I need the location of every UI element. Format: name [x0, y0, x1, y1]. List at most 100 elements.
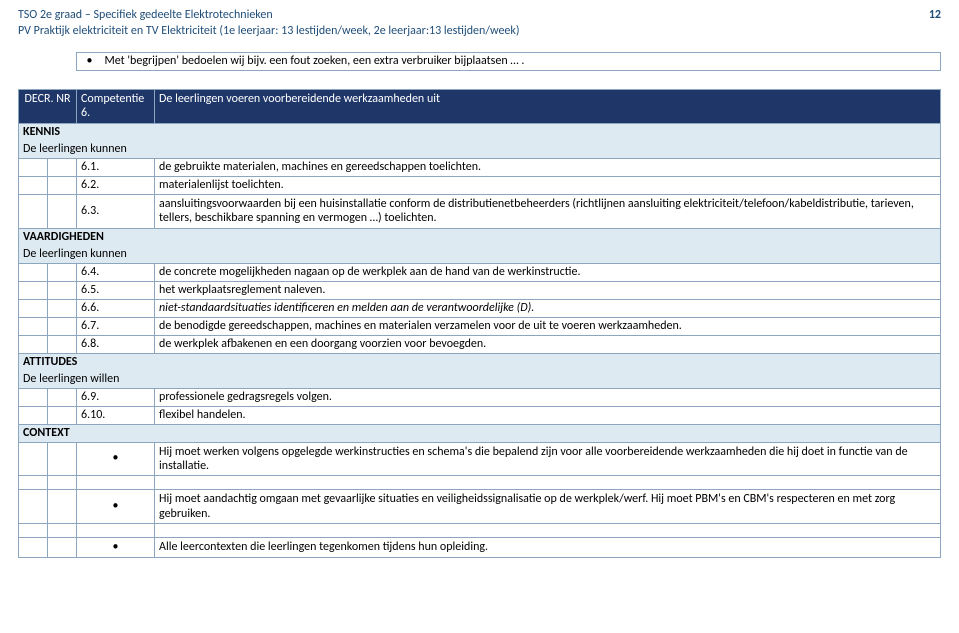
empty-cell — [77, 476, 155, 490]
row-num: 6.10. — [77, 406, 155, 424]
empty-cell — [48, 406, 77, 424]
empty-cell — [19, 158, 48, 176]
context-text: Alle leercontexten die leerlingen tegenk… — [155, 538, 941, 557]
empty-cell — [19, 335, 48, 353]
empty-cell — [19, 317, 48, 335]
top-note-table: Met 'begrijpen' bedoelen wij bijv. een f… — [18, 52, 941, 71]
vaardigheden-label: VAARDIGHEDEN — [23, 230, 104, 244]
header-title: TSO 2e graad – Specifiek gedeelte Elektr… — [18, 8, 273, 22]
empty-cell — [48, 538, 77, 557]
context-text: Hij moet werken volgens opgelegde werkin… — [155, 442, 941, 476]
vaardigheden-sub: De leerlingen kunnen — [19, 246, 941, 264]
table-row: 6.1. de gebruikte materialen, machines e… — [19, 158, 941, 176]
header-page-number: 12 — [929, 8, 941, 22]
empty-cell — [48, 263, 77, 281]
section-vaardigheden-sub: De leerlingen kunnen — [19, 246, 941, 264]
empty-cell — [48, 335, 77, 353]
context-text: Hij moet aandachtig omgaan met gevaarlij… — [155, 490, 941, 524]
empty-cell — [19, 194, 48, 228]
empty-cell — [47, 53, 76, 71]
kennis-sub: De leerlingen kunnen — [19, 141, 941, 159]
section-context-label: CONTEXT — [19, 424, 941, 442]
table-header-row: DECR. NR Competentie 6. De leerlingen vo… — [19, 90, 941, 124]
context-bullet: • — [77, 490, 155, 524]
row-text: materialenlijst toelichten. — [155, 176, 941, 194]
empty-cell — [48, 299, 77, 317]
row-text: flexibel handelen. — [155, 406, 941, 424]
empty-cell — [48, 281, 77, 299]
empty-cell — [19, 442, 48, 476]
section-kennis-label: KENNIS — [19, 123, 941, 141]
col-comp-title: De leerlingen voeren voorbereidende werk… — [155, 90, 941, 124]
col-comp-num: Competentie 6. — [77, 90, 155, 124]
row-num: 6.4. — [77, 263, 155, 281]
table-row: 6.3. aansluitingsvoorwaarden bij een hui… — [19, 194, 941, 228]
row-num: 6.5. — [77, 281, 155, 299]
empty-cell — [155, 476, 941, 490]
row-text: niet-standaardsituaties identificeren en… — [155, 299, 941, 317]
empty-cell — [48, 176, 77, 194]
table-row: 6.10. flexibel handelen. — [19, 406, 941, 424]
context-bullet: • — [77, 538, 155, 557]
empty-cell — [18, 53, 47, 71]
row-text: de gebruikte materialen, machines en ger… — [155, 158, 941, 176]
empty-cell — [19, 176, 48, 194]
empty-cell — [48, 194, 77, 228]
empty-cell — [48, 158, 77, 176]
empty-cell — [19, 281, 48, 299]
col-decr: DECR. NR — [19, 90, 77, 124]
row-text: de werkplek afbakenen en een doorgang vo… — [155, 335, 941, 353]
row-num: 6.6. — [77, 299, 155, 317]
top-note-cell: Met 'begrijpen' bedoelen wij bijv. een f… — [76, 53, 941, 71]
attitudes-label: ATTITUDES — [23, 355, 77, 369]
context-row: • Hij moet werken volgens opgelegde werk… — [19, 442, 941, 476]
row-num: 6.9. — [77, 388, 155, 406]
attitudes-sub: De leerlingen willen — [19, 371, 941, 389]
empty-cell — [19, 490, 48, 524]
section-attitudes-label: ATTITUDES — [19, 353, 941, 371]
empty-cell — [48, 317, 77, 335]
row-text: de benodigde gereedschappen, machines en… — [155, 317, 941, 335]
context-spacer — [19, 524, 941, 538]
empty-cell — [48, 442, 77, 476]
empty-cell — [19, 524, 48, 538]
table-row: 6.2. materialenlijst toelichten. — [19, 176, 941, 194]
context-row: • Hij moet aandachtig omgaan met gevaarl… — [19, 490, 941, 524]
empty-cell — [19, 538, 48, 557]
empty-cell — [19, 406, 48, 424]
section-kennis-sub: De leerlingen kunnen — [19, 141, 941, 159]
row-text: professionele gedragsregels volgen. — [155, 388, 941, 406]
table-row: 6.7. de benodigde gereedschappen, machin… — [19, 317, 941, 335]
page-header: TSO 2e graad – Specifiek gedeelte Elektr… — [18, 8, 941, 22]
empty-cell — [48, 524, 77, 538]
row-text: het werkplaatsreglement naleven. — [155, 281, 941, 299]
row-num: 6.2. — [77, 176, 155, 194]
row-num: 6.8. — [77, 335, 155, 353]
section-vaardigheden-label: VAARDIGHEDEN — [19, 228, 941, 246]
empty-cell — [48, 490, 77, 524]
row-num: 6.3. — [77, 194, 155, 228]
row-text: de concrete mogelijkheden nagaan op de w… — [155, 263, 941, 281]
empty-cell — [155, 524, 941, 538]
table-row: 6.8. de werkplek afbakenen en een doorga… — [19, 335, 941, 353]
header-subtitle: PV Praktijk elektriciteit en TV Elektric… — [18, 24, 941, 38]
empty-cell — [19, 388, 48, 406]
context-row: • Alle leercontexten die leerlingen tege… — [19, 538, 941, 557]
table-row: 6.5. het werkplaatsreglement naleven. — [19, 281, 941, 299]
context-bullet: • — [77, 442, 155, 476]
kennis-label: KENNIS — [23, 125, 60, 139]
main-table: DECR. NR Competentie 6. De leerlingen vo… — [18, 89, 941, 558]
spacer — [18, 71, 941, 89]
empty-cell — [19, 263, 48, 281]
row-num: 6.7. — [77, 317, 155, 335]
empty-cell — [19, 476, 48, 490]
empty-cell — [77, 524, 155, 538]
context-spacer — [19, 476, 941, 490]
context-label: CONTEXT — [23, 426, 70, 440]
empty-cell — [19, 299, 48, 317]
table-row: 6.4. de concrete mogelijkheden nagaan op… — [19, 263, 941, 281]
section-attitudes-sub: De leerlingen willen — [19, 371, 941, 389]
row-num: 6.1. — [77, 158, 155, 176]
table-row: 6.9. professionele gedragsregels volgen. — [19, 388, 941, 406]
row-text: aansluitingsvoorwaarden bij een huisinst… — [155, 194, 941, 228]
